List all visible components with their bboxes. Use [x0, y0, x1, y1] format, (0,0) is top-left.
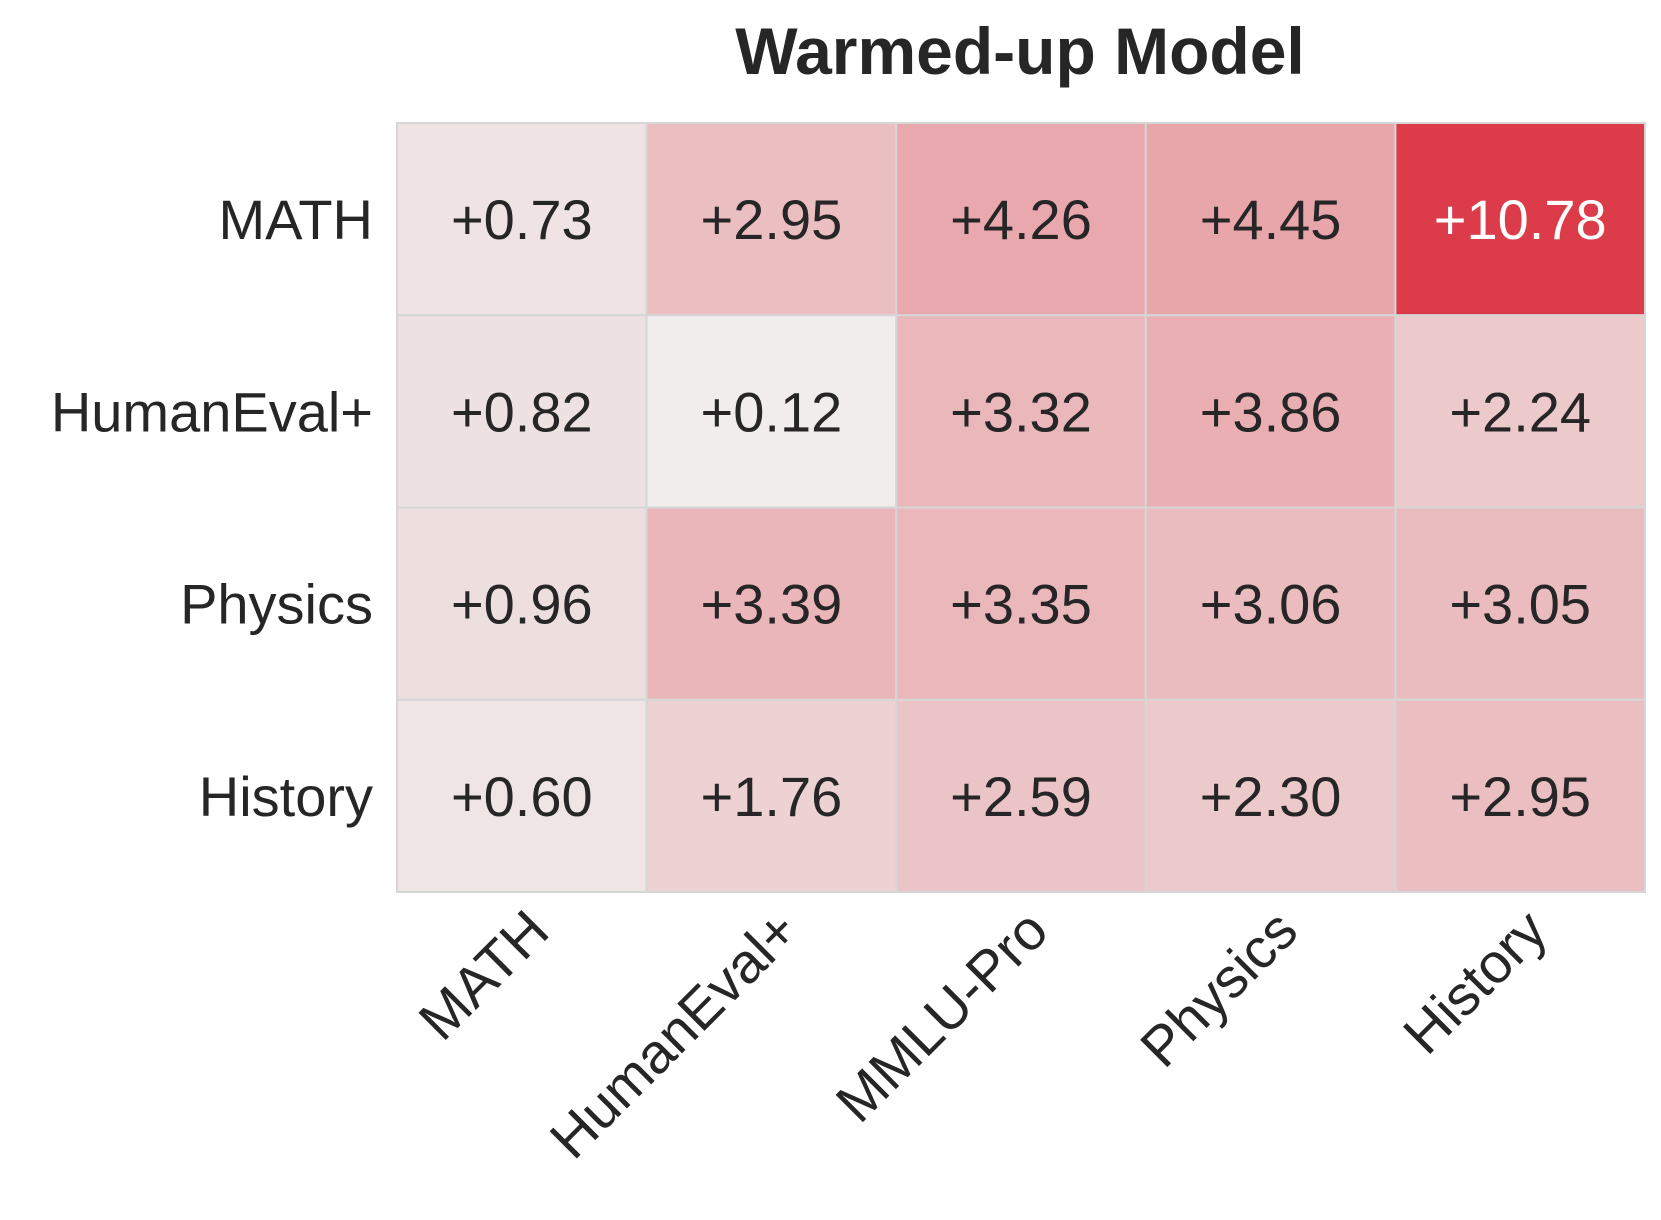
heatmap-cell-physics-mmlu-pro	[895, 506, 1147, 701]
cell-value-label: +2.95	[701, 188, 843, 251]
heatmap-cell-math-humaneval	[645, 122, 898, 317]
cell-value-label: +10.78	[1434, 188, 1607, 251]
cell-value-label: +0.96	[451, 573, 593, 636]
heatmap-cell-humaneval-math	[396, 314, 648, 509]
heatmap-cell-math-physics	[1144, 122, 1397, 317]
cell-value-label: +3.39	[701, 573, 843, 636]
cell-value-label: +0.82	[451, 380, 593, 443]
chart-title: Warmed-up Model	[735, 14, 1305, 88]
column-label-humaneval: HumanEval+	[538, 898, 810, 1170]
cell-value-label: +3.06	[1200, 573, 1342, 636]
row-label-humaneval: HumanEval+	[51, 380, 373, 443]
heatmap-cell-history-mmlu-pro	[895, 698, 1147, 893]
heatmap-cell-physics-humaneval	[645, 506, 898, 701]
heatmap-cell-math-mmlu-pro	[895, 122, 1147, 317]
cell-value-label: +3.05	[1449, 573, 1591, 636]
heatmap-cells: +0.73 +2.95 +4.26 +4.45 +10.78 +0.82 +0.12 +3.3…	[396, 122, 1647, 893]
heatmap-cell-history-math	[396, 698, 648, 893]
cell-value-label: +4.45	[1200, 188, 1342, 251]
cell-value-label: +2.24	[1449, 380, 1591, 443]
heatmap-cell-physics-history	[1394, 506, 1647, 701]
cell-value-label: +0.12	[701, 380, 843, 443]
heatmap-cell-history-physics	[1144, 698, 1397, 893]
column-label-history: History	[1391, 898, 1559, 1066]
heatmap-cell-history-history	[1394, 698, 1647, 893]
row-label-math: MATH	[219, 188, 374, 251]
cell-value-label: +3.86	[1200, 380, 1342, 443]
heatmap-cell-humaneval-history	[1394, 314, 1647, 509]
cell-value-label: +0.60	[451, 765, 593, 828]
heatmap-cell-math-history	[1394, 122, 1647, 317]
row-label-physics: Physics	[180, 573, 373, 636]
cell-value-label: +1.76	[701, 765, 843, 828]
heatmap-cell-physics-physics	[1144, 506, 1397, 701]
heatmap-cell-humaneval-mmlu-pro	[895, 314, 1147, 509]
column-label-math: MATH	[406, 898, 560, 1052]
row-label-history: History	[199, 765, 373, 828]
cell-value-label: +4.26	[950, 188, 1092, 251]
cell-value-label: +2.59	[950, 765, 1092, 828]
column-label-physics: Physics	[1128, 898, 1309, 1079]
cell-value-label: +0.73	[451, 188, 593, 251]
cell-value-label: +3.32	[950, 380, 1092, 443]
row-labels: MATH HumanEval+ Physics History	[51, 188, 373, 828]
cell-value-label: +2.30	[1200, 765, 1342, 828]
cell-value-label: +3.35	[950, 573, 1092, 636]
column-label-mmlu-pro: MMLU-Pro	[824, 898, 1060, 1134]
heatmap-cell-math-math	[396, 122, 648, 317]
cell-value-label: +2.95	[1449, 765, 1591, 828]
heatmap-cell-history-humaneval	[645, 698, 898, 893]
